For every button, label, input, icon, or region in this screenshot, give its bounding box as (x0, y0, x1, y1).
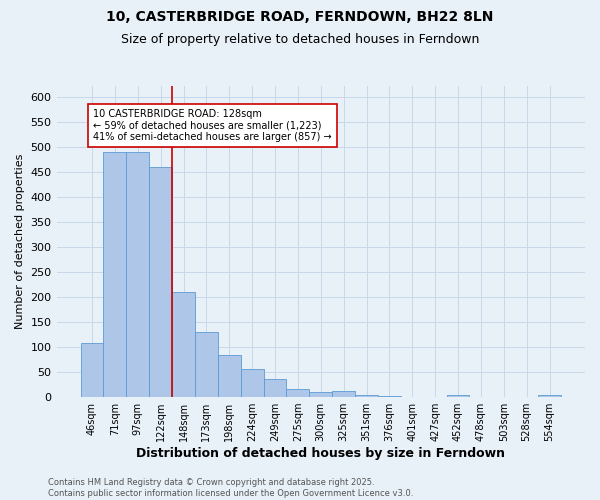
Y-axis label: Number of detached properties: Number of detached properties (15, 154, 25, 330)
Bar (103, 152, 127, 397)
Text: 10, CASTERBRIDGE ROAD, FERNDOWN, BH22 8LN: 10, CASTERBRIDGE ROAD, FERNDOWN, BH22 8L… (106, 10, 494, 24)
Bar (378, 396, 401, 397)
Bar (127, 152, 149, 397)
Text: Contains HM Land Registry data © Crown copyright and database right 2025.
Contai: Contains HM Land Registry data © Crown c… (48, 478, 413, 498)
Bar (149, 166, 172, 397)
Bar (263, 378, 286, 397)
Bar (195, 332, 218, 397)
Bar (286, 388, 310, 397)
Text: 10 CASTERBRIDGE ROAD: 128sqm
← 59% of detached houses are smaller (1,223)
41% of: 10 CASTERBRIDGE ROAD: 128sqm ← 59% of de… (93, 109, 332, 142)
Bar (332, 391, 355, 397)
Bar (241, 368, 263, 397)
Bar (538, 394, 561, 397)
Bar (355, 395, 378, 397)
Bar (446, 394, 469, 397)
Bar (172, 292, 195, 397)
Bar (218, 355, 241, 397)
Bar (80, 344, 103, 397)
Text: Size of property relative to detached houses in Ferndown: Size of property relative to detached ho… (121, 32, 479, 46)
X-axis label: Distribution of detached houses by size in Ferndown: Distribution of detached houses by size … (136, 447, 505, 460)
Bar (310, 392, 332, 397)
